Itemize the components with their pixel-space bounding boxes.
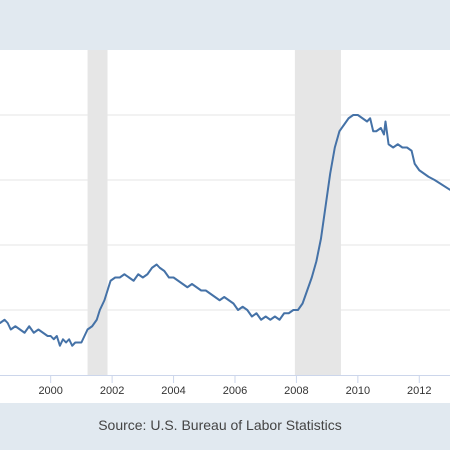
recession-band-1 <box>294 50 341 375</box>
x-tick-label-2008: 2008 <box>284 385 308 397</box>
x-tick-label-2010: 2010 <box>346 385 370 397</box>
chart-panel: 2000 2002 2004 2006 2008 2010 2012 <box>0 50 450 403</box>
x-tick-label-2002: 2002 <box>100 385 124 397</box>
series-line-group <box>0 114 450 347</box>
line-chart: 2000 2002 2004 2006 2008 2010 2012 <box>0 50 450 397</box>
recession-band-0 <box>87 50 108 375</box>
recession-bands <box>87 50 341 375</box>
x-tick-label-2012: 2012 <box>407 385 431 397</box>
source-note: Source: U.S. Bureau of Labor Statistics <box>98 417 342 433</box>
x-tick-label-2006: 2006 <box>223 385 247 397</box>
x-axis: 2000 2002 2004 2006 2008 2010 2012 <box>0 375 450 397</box>
series-line-0 <box>0 114 450 347</box>
y-gridlines <box>0 114 450 311</box>
x-tick-label-2000: 2000 <box>38 385 62 397</box>
x-tick-label-2004: 2004 <box>161 385 185 397</box>
